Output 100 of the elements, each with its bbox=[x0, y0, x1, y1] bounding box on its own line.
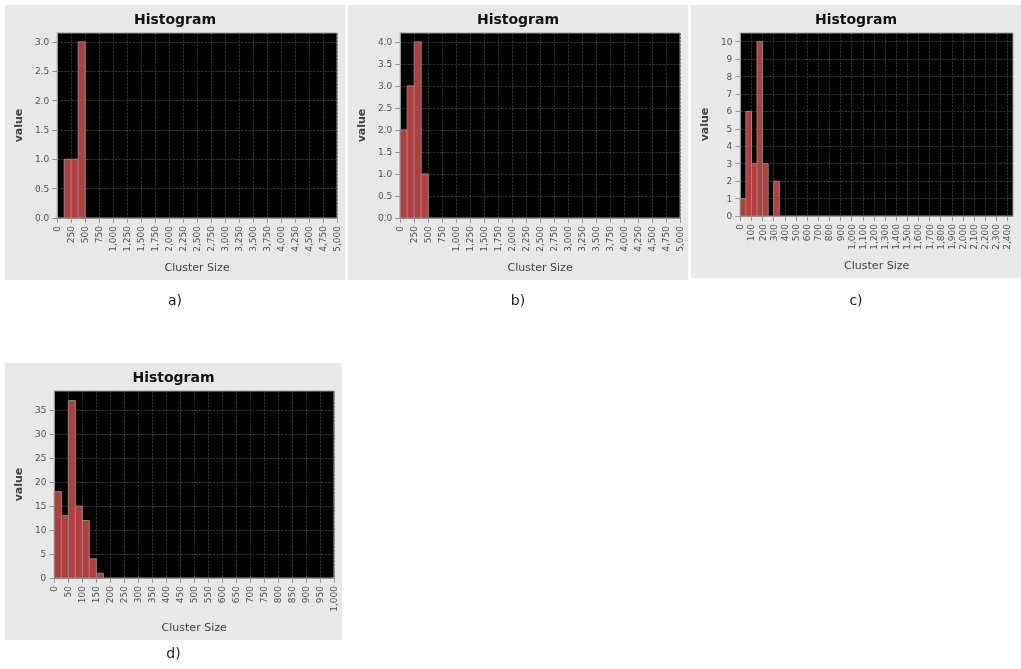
x-tick-label: 1,000 bbox=[329, 585, 339, 612]
x-tick-label: 2,400 bbox=[1002, 223, 1013, 250]
chart-title: Histogram bbox=[814, 11, 898, 27]
text: d) bbox=[165, 645, 182, 661]
y-tick-label: 3.0 bbox=[34, 36, 50, 47]
x-tick-label: 2,500 bbox=[192, 225, 203, 252]
x-tick-label: 3,000 bbox=[563, 225, 574, 252]
x-tick-label: 3,500 bbox=[591, 225, 602, 252]
x-tick-label: 250 bbox=[119, 585, 130, 604]
x-tick-label: 0 bbox=[49, 585, 60, 592]
y-tick-label: 6 bbox=[726, 106, 733, 117]
x-tick-label: 950 bbox=[315, 585, 326, 604]
x-axis-title: Cluster Size bbox=[507, 261, 573, 274]
x-tick-label: 0 bbox=[52, 225, 63, 232]
x-axis-title: Cluster Size bbox=[844, 259, 910, 272]
y-tick-label: 1.5 bbox=[34, 124, 50, 135]
x-tick-label: 4,250 bbox=[290, 225, 301, 252]
y-tick-label: 20 bbox=[34, 477, 47, 488]
x-tick-label: 4,500 bbox=[304, 225, 315, 252]
x-tick-label: 4,750 bbox=[661, 225, 672, 252]
x-tick-label: 800 bbox=[824, 223, 835, 242]
text: a) bbox=[166, 292, 183, 308]
y-tick-label: 0.0 bbox=[377, 213, 393, 223]
y-tick-label: 3.0 bbox=[377, 80, 393, 91]
x-tick-label: 4,250 bbox=[633, 225, 644, 252]
x-tick-label: 2,000 bbox=[957, 223, 968, 250]
chart-title: Histogram bbox=[132, 369, 215, 385]
x-tick-label: 1,100 bbox=[857, 223, 868, 250]
x-tick-label: 2,000 bbox=[164, 225, 175, 252]
x-tick-label: 500 bbox=[189, 585, 200, 604]
x-axis-title: Cluster Size bbox=[164, 261, 230, 274]
x-tick-label: 450 bbox=[175, 585, 186, 604]
x-tick-label: 850 bbox=[287, 585, 298, 604]
x-tick-label: 3,000 bbox=[220, 225, 231, 252]
y-tick-label: 9 bbox=[726, 54, 733, 65]
x-tick-label: 0 bbox=[735, 223, 746, 230]
x-tick-label: 250 bbox=[66, 225, 77, 244]
x-tick-label: 1,750 bbox=[493, 225, 504, 252]
x-tick-label: 2,200 bbox=[980, 223, 991, 250]
x-tick-label: 900 bbox=[835, 223, 846, 242]
x-tick-label: 2,250 bbox=[521, 225, 532, 252]
x-tick-label: 1,500 bbox=[902, 223, 913, 250]
y-tick-label: 5 bbox=[726, 123, 733, 134]
x-tick-label: 1,250 bbox=[122, 225, 133, 252]
x-tick-label: 750 bbox=[94, 225, 105, 244]
y-axis-title: value bbox=[12, 108, 25, 143]
x-tick-label: 2,100 bbox=[969, 223, 980, 250]
chart-title: Histogram bbox=[133, 11, 217, 27]
y-tick-label: 3.5 bbox=[377, 58, 393, 69]
x-tick-label: 1,250 bbox=[465, 225, 476, 252]
y-tick-label: 25 bbox=[34, 453, 47, 464]
x-axis-title: Cluster Size bbox=[161, 621, 227, 634]
y-axis-title: value bbox=[12, 467, 25, 502]
x-tick-label: 1,750 bbox=[150, 225, 161, 252]
x-tick-label: 5,000 bbox=[675, 225, 685, 252]
x-tick-label: 1,000 bbox=[108, 225, 119, 252]
x-tick-label: 200 bbox=[757, 223, 768, 242]
x-tick-label: 1,500 bbox=[136, 225, 147, 252]
x-tick-label: 2,250 bbox=[178, 225, 189, 252]
x-tick-label: 3,500 bbox=[248, 225, 259, 252]
x-tick-label: 50 bbox=[63, 585, 74, 598]
x-tick-label: 2,300 bbox=[991, 223, 1002, 250]
x-tick-label: 5,000 bbox=[332, 225, 342, 252]
x-tick-label: 600 bbox=[802, 223, 813, 242]
x-tick-label: 300 bbox=[768, 223, 779, 242]
y-tick-label: 10 bbox=[720, 36, 733, 47]
y-axis-title: value bbox=[698, 107, 711, 142]
y-tick-label: 4.0 bbox=[377, 36, 393, 47]
y-tick-label: 0 bbox=[726, 211, 733, 221]
x-tick-label: 700 bbox=[245, 585, 256, 604]
y-tick-label: 1.0 bbox=[377, 168, 393, 179]
y-tick-label: 0.5 bbox=[34, 183, 50, 194]
x-tick-label: 750 bbox=[437, 225, 448, 244]
x-tick-label: 500 bbox=[423, 225, 434, 244]
x-tick-label: 1,700 bbox=[924, 223, 935, 250]
x-tick-label: 2,500 bbox=[535, 225, 546, 252]
y-tick-label: 4 bbox=[726, 141, 733, 152]
x-tick-label: 700 bbox=[813, 223, 824, 242]
x-tick-label: 0 bbox=[395, 225, 406, 232]
x-tick-label: 1,000 bbox=[451, 225, 462, 252]
y-tick-label: 0 bbox=[40, 573, 47, 583]
x-tick-label: 600 bbox=[217, 585, 228, 604]
y-tick-label: 7 bbox=[726, 89, 733, 99]
y-tick-label: 0.5 bbox=[377, 190, 393, 201]
x-tick-label: 1,000 bbox=[846, 223, 857, 250]
y-tick-label: 2.0 bbox=[34, 95, 50, 106]
x-tick-label: 4,750 bbox=[318, 225, 329, 252]
y-axis-title: value bbox=[355, 108, 368, 143]
y-tick-label: 35 bbox=[34, 405, 47, 416]
y-tick-label: 5 bbox=[40, 549, 47, 560]
x-tick-label: 100 bbox=[77, 585, 88, 604]
x-tick-label: 300 bbox=[133, 585, 144, 604]
x-tick-label: 3,250 bbox=[577, 225, 588, 252]
y-tick-label: 30 bbox=[34, 429, 47, 440]
x-tick-label: 500 bbox=[80, 225, 91, 244]
x-tick-label: 3,750 bbox=[262, 225, 273, 252]
y-tick-label: 1.5 bbox=[377, 146, 393, 157]
text: b) bbox=[509, 292, 527, 308]
x-tick-label: 650 bbox=[231, 585, 242, 604]
x-tick-label: 200 bbox=[105, 585, 116, 604]
